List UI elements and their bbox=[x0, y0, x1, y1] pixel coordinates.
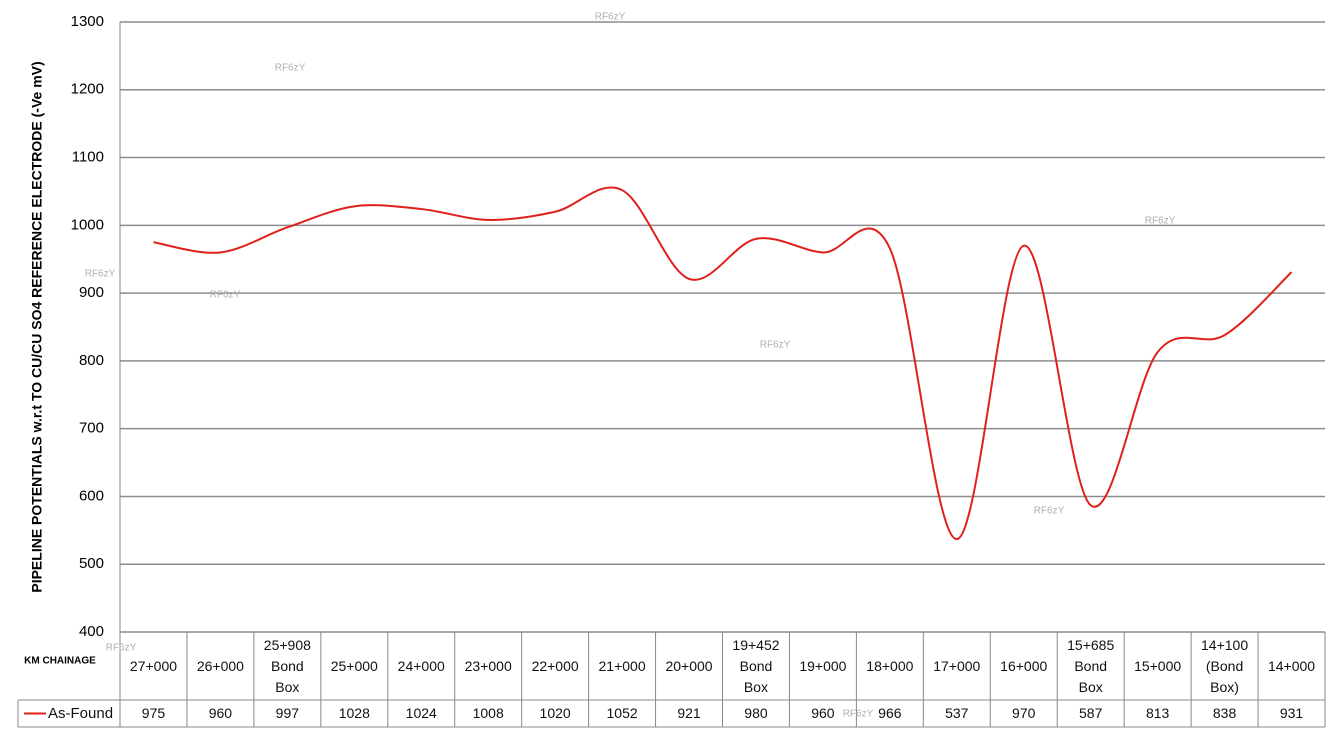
watermark: RF6zY bbox=[1145, 216, 1176, 227]
x-tick-label: 27+000 bbox=[129, 657, 178, 674]
watermark: RF6zY bbox=[595, 12, 626, 23]
y-tick-label: 500 bbox=[79, 555, 104, 572]
x-tick-label: 14+000 bbox=[1267, 657, 1316, 674]
value-label: 1028 bbox=[338, 705, 370, 721]
y-tick-label: 400 bbox=[79, 623, 104, 640]
x-tick-label: 20+000 bbox=[665, 657, 713, 674]
watermark: RF6zY bbox=[760, 340, 791, 351]
watermark: RF6zY bbox=[843, 709, 874, 720]
watermark: RF6zY bbox=[106, 643, 137, 654]
y-tick-label: 900 bbox=[79, 284, 104, 301]
value-label: 1020 bbox=[539, 705, 571, 721]
x-tick-label: 22+000 bbox=[531, 657, 579, 674]
value-label: 975 bbox=[141, 705, 166, 721]
x-tick-label: 25+000 bbox=[330, 657, 378, 674]
watermark: RF6zY bbox=[85, 269, 116, 280]
x-tick-label: 18+000 bbox=[866, 657, 914, 674]
value-label: 921 bbox=[677, 705, 701, 721]
x-tick-label: 16+000 bbox=[1000, 657, 1048, 674]
value-label: 931 bbox=[1279, 705, 1304, 721]
x-tick-label: 15+000 bbox=[1134, 657, 1182, 674]
x-tick-label: 25+908 Bond Box bbox=[263, 636, 311, 695]
y-tick-label: 1300 bbox=[71, 13, 104, 30]
y-tick-label: 800 bbox=[79, 352, 104, 369]
value-label: 1052 bbox=[606, 705, 638, 721]
y-tick-label: 700 bbox=[79, 420, 104, 437]
value-label: 1008 bbox=[472, 705, 504, 721]
x-axis-label: KM CHAINAGE bbox=[24, 656, 96, 667]
value-label: 1024 bbox=[405, 705, 437, 721]
value-label: 966 bbox=[878, 705, 902, 721]
value-label: 537 bbox=[945, 705, 969, 721]
y-tick-label: 1000 bbox=[71, 216, 104, 233]
value-label: 813 bbox=[1145, 705, 1170, 721]
x-tick-label: 24+000 bbox=[397, 657, 445, 674]
y-tick-label: 1100 bbox=[72, 149, 104, 166]
value-label: 980 bbox=[744, 705, 768, 721]
legend-label: As-Found bbox=[48, 705, 114, 722]
y-tick-label: 600 bbox=[79, 487, 104, 504]
x-tick-label: 21+000 bbox=[598, 657, 646, 674]
y-axis-label: PIPELINE POTENTIALS w.r.t TO CU/CU SO4 R… bbox=[29, 61, 45, 592]
watermark: RF6zY bbox=[275, 63, 306, 74]
x-tick-label: 15+685 Bond Box bbox=[1067, 636, 1115, 695]
watermark: RF6zY bbox=[210, 290, 241, 301]
x-tick-label: 14+100 (Bond Box) bbox=[1201, 636, 1249, 695]
y-tick-label: 1200 bbox=[71, 81, 104, 98]
x-tick-label: 23+000 bbox=[464, 657, 512, 674]
x-tick-label: 26+000 bbox=[196, 657, 244, 674]
value-label: 960 bbox=[208, 705, 233, 721]
value-label: 838 bbox=[1212, 705, 1237, 721]
value-label: 587 bbox=[1079, 705, 1103, 721]
x-tick-label: 19+452 Bond Box bbox=[732, 636, 780, 695]
x-tick-label: 17+000 bbox=[933, 657, 981, 674]
series-line bbox=[153, 186, 1293, 541]
value-label: 960 bbox=[811, 705, 835, 721]
watermark: RF6zY bbox=[1034, 506, 1065, 517]
value-label: 970 bbox=[1012, 705, 1036, 721]
x-tick-label: 19+000 bbox=[799, 657, 847, 674]
value-label: 997 bbox=[275, 705, 300, 721]
